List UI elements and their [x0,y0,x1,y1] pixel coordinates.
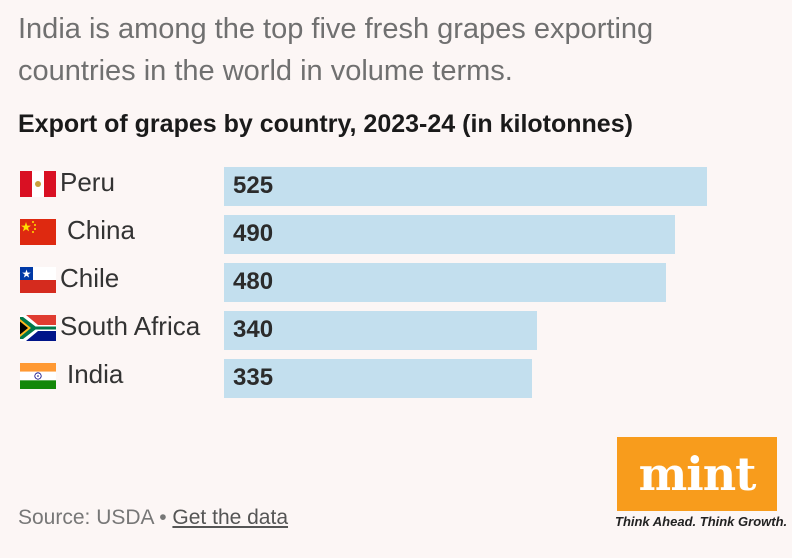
bar-value-label: 490 [233,220,274,247]
china-flag-icon [20,219,56,245]
bar [224,215,675,254]
bar-value-label: 525 [233,172,274,199]
bar-row: Chile 480 [0,260,792,308]
country-label: Chile [60,263,120,293]
bar [224,167,707,206]
bar-row: South Africa 340 [0,308,792,356]
chart-title: Export of grapes by country, 2023-24 (in… [18,110,633,138]
country-label: India [67,359,124,389]
india-flag-icon [20,363,56,389]
mint-logo: mint [617,437,777,511]
bar [224,311,537,350]
bar-chart: Peru 525 China 490 Chile [0,164,792,404]
bar-row: China 490 [0,212,792,260]
bar-row: India 335 [0,356,792,404]
bar-value-label: 480 [233,268,274,295]
bar-value-label: 335 [233,364,274,391]
chile-flag-icon [20,267,56,293]
peru-flag-icon [20,171,56,197]
source-text: Source: USDA • [18,506,173,529]
chart-headline: India is among the top five fresh grapes… [18,13,654,87]
bar [224,359,532,398]
country-label: Peru [60,167,115,197]
bar [224,263,666,302]
brand-tagline: Think Ahead. Think Growth. [615,514,788,529]
country-label: South Africa [60,311,201,341]
south-africa-flag-icon [20,315,56,341]
source-note: Source: USDA • Get the data [18,506,288,530]
bar-row: Peru 525 [0,164,792,212]
logo-text: mint [638,447,757,501]
get-the-data-link[interactable]: Get the data [172,506,289,529]
bar-value-label: 340 [233,316,274,343]
country-label: China [67,215,135,245]
